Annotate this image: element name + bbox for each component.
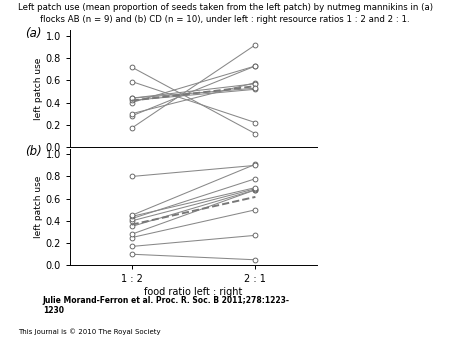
Text: (b): (b) [25,145,42,158]
X-axis label: food ratio left : right: food ratio left : right [144,287,243,297]
Text: Left patch use (mean proportion of seeds taken from the left patch) by nutmeg ma: Left patch use (mean proportion of seeds… [18,3,432,13]
Y-axis label: left patch use: left patch use [34,57,43,120]
Text: This Journal is © 2010 The Royal Society: This Journal is © 2010 The Royal Society [18,328,161,335]
Text: Julie Morand-Ferron et al. Proc. R. Soc. B 2011;278:1223-
1230: Julie Morand-Ferron et al. Proc. R. Soc.… [43,296,290,315]
Text: (a): (a) [25,27,42,40]
Y-axis label: left patch use: left patch use [34,176,43,238]
Text: flocks AB (n = 9) and (b) CD (n = 10), under left : right resource ratios 1 : 2 : flocks AB (n = 9) and (b) CD (n = 10), u… [40,15,410,24]
